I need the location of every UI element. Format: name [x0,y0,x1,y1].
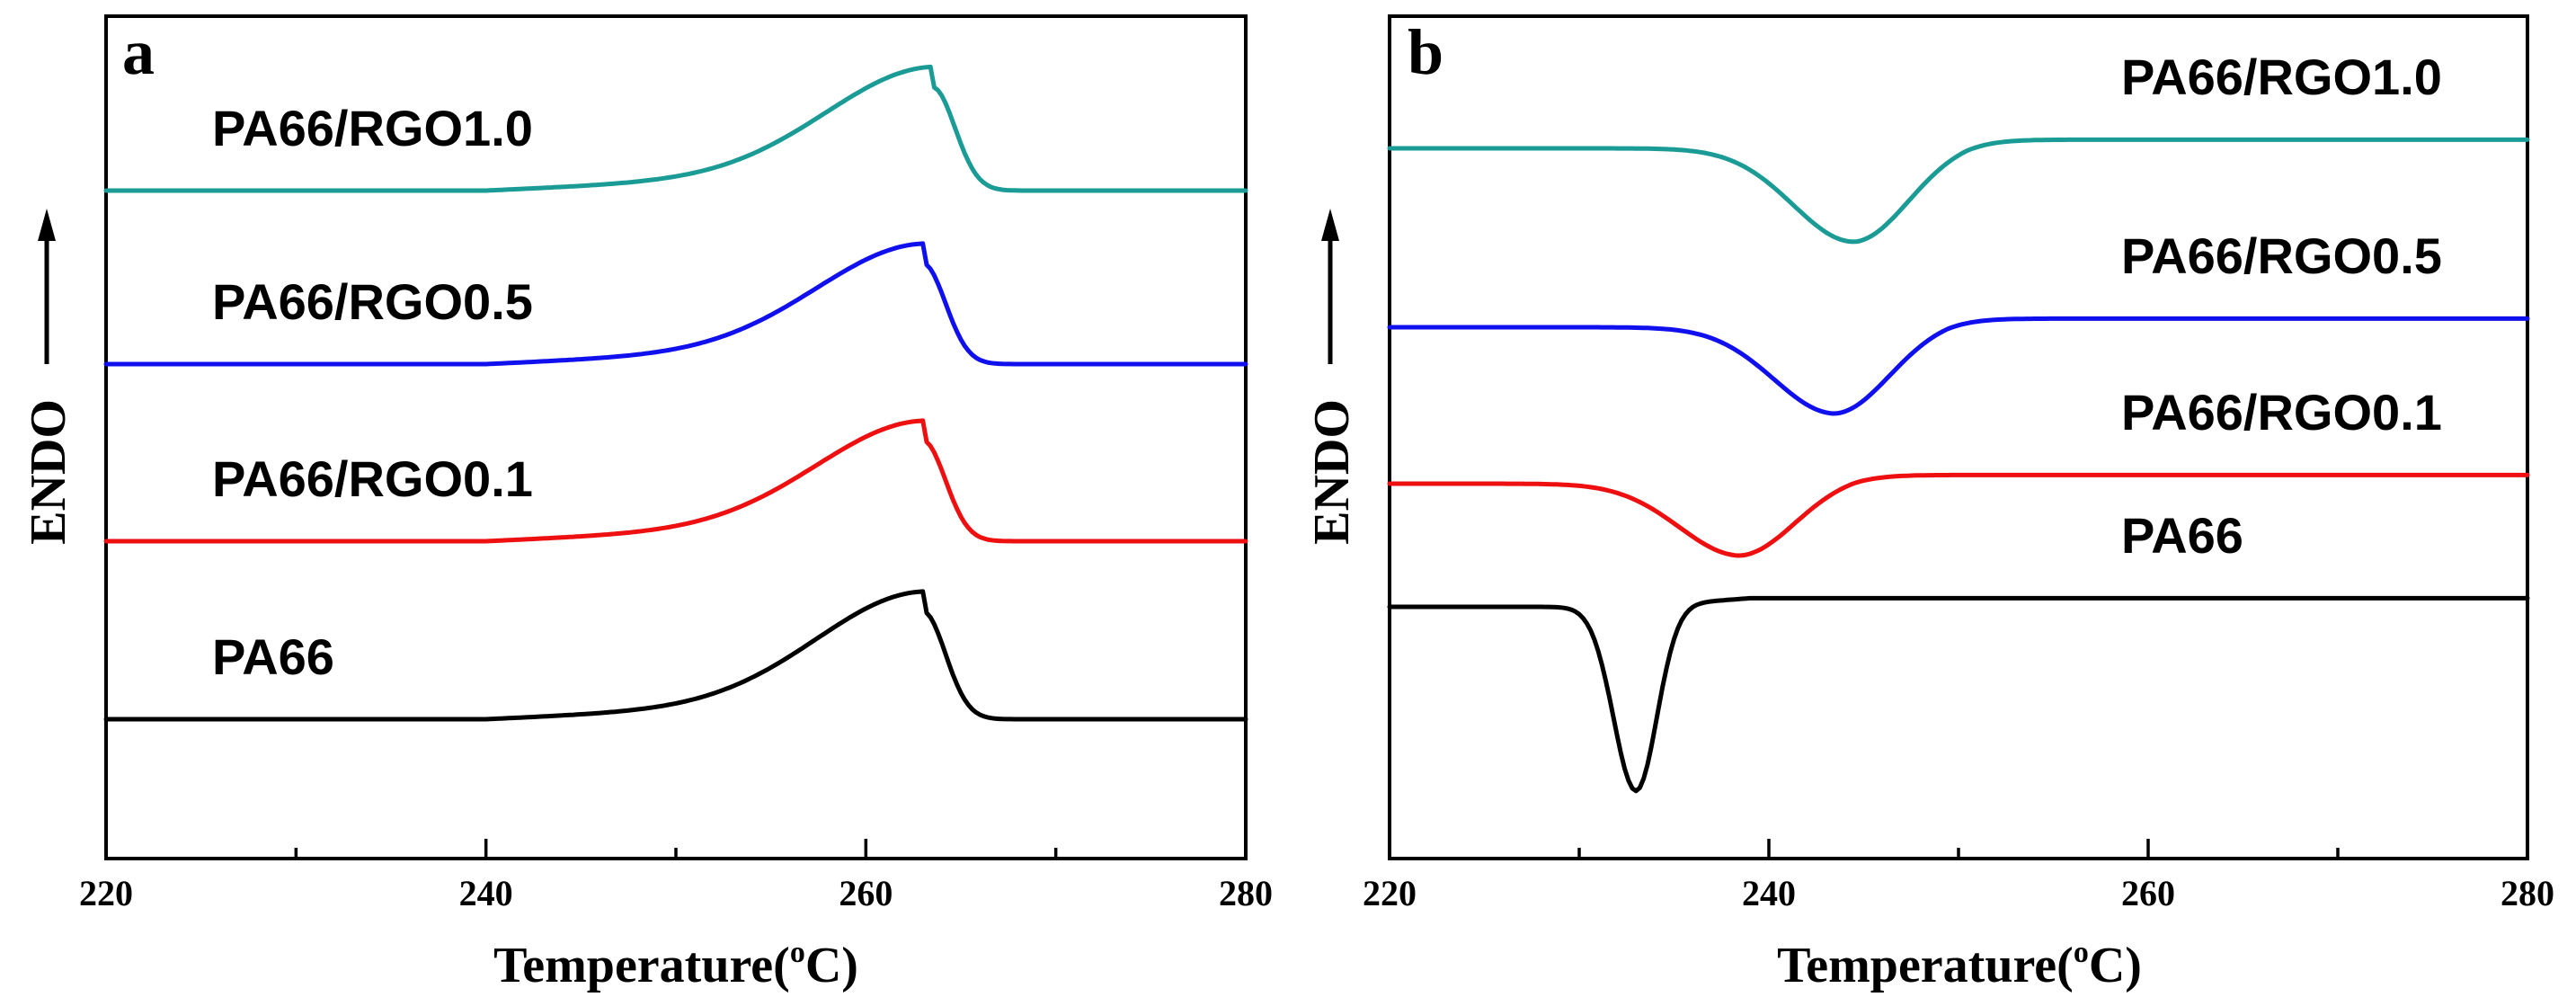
series-label-pa66-rgo0-5: PA66/RGO0.5 [2121,227,2442,284]
x-tick-label: 220 [79,873,133,913]
series-label-pa66: PA66 [212,628,334,685]
x-tick-label: 280 [1219,873,1273,913]
series-label-pa66: PA66 [2121,507,2243,564]
panel-a-curves [103,64,1248,722]
panel-b-y-axis-title: ENDO [1304,399,1360,545]
curve-pa66 [1387,595,2530,794]
panel-b-series-labels: PA66/RGO1.0 PA66/RGO0.5 PA66/RGO0.1 PA66 [2121,49,2442,564]
curve-pa66-rgo0-5 [103,241,1248,367]
panel-a-letter: a [122,16,155,88]
panel-a-series-labels: PA66/RGO1.0 PA66/RGO0.5 PA66/RGO0.1 PA66 [212,100,533,685]
x-tick-label: 280 [2500,873,2554,913]
panel-a-x-axis-title: Temperature(oC) [493,936,858,993]
curve-pa66-rgo0-5 [1387,316,2530,416]
panel-b-y-axis-title-group: ENDO [1304,209,1360,545]
panel-b-curves [1387,137,2530,794]
panel-a-y-arrow-head [38,209,56,241]
panel-a-x-ticks: 220 240 260 280 [79,839,1273,913]
series-label-pa66-rgo1-0: PA66/RGO1.0 [2121,49,2442,105]
series-label-pa66-rgo1-0: PA66/RGO1.0 [212,100,533,156]
curve-pa66-rgo0-1 [1387,472,2530,558]
x-tick-label: 260 [2121,873,2175,913]
panel-b-x-ticks: 220 240 260 280 [1363,839,2554,913]
x-tick-label: 220 [1363,873,1417,913]
panel-a-y-axis-title-group: ENDO [21,209,76,545]
curve-pa66-rgo1-0 [103,64,1248,193]
x-tick-label: 240 [459,873,513,913]
x-tick-label: 240 [1742,873,1796,913]
series-label-pa66-rgo0-1: PA66/RGO0.1 [212,450,533,507]
curve-pa66-rgo1-0 [1387,137,2530,245]
panel-b-y-arrow-head [1321,209,1339,241]
panel-a-y-axis-title: ENDO [21,399,76,545]
x-tick-label: 260 [839,873,893,913]
series-label-pa66-rgo0-1: PA66/RGO0.1 [2121,384,2442,441]
curve-pa66-rgo0-1 [103,418,1248,544]
curve-pa66 [103,589,1248,722]
panel-a: a 220 240 260 280 PA66/RGO1.0PA66/RGO0.5PA6… [21,14,1273,993]
series-label-pa66-rgo0-5: PA66/RGO0.5 [212,273,533,330]
panel-b-x-axis-title: Temperature(oC) [1777,936,2142,993]
panel-b-letter: b [1408,16,1443,88]
panel-b: b 220 240 260 280 PA66/RGO1.0PA66/RGO0.5PA6… [1304,14,2554,993]
